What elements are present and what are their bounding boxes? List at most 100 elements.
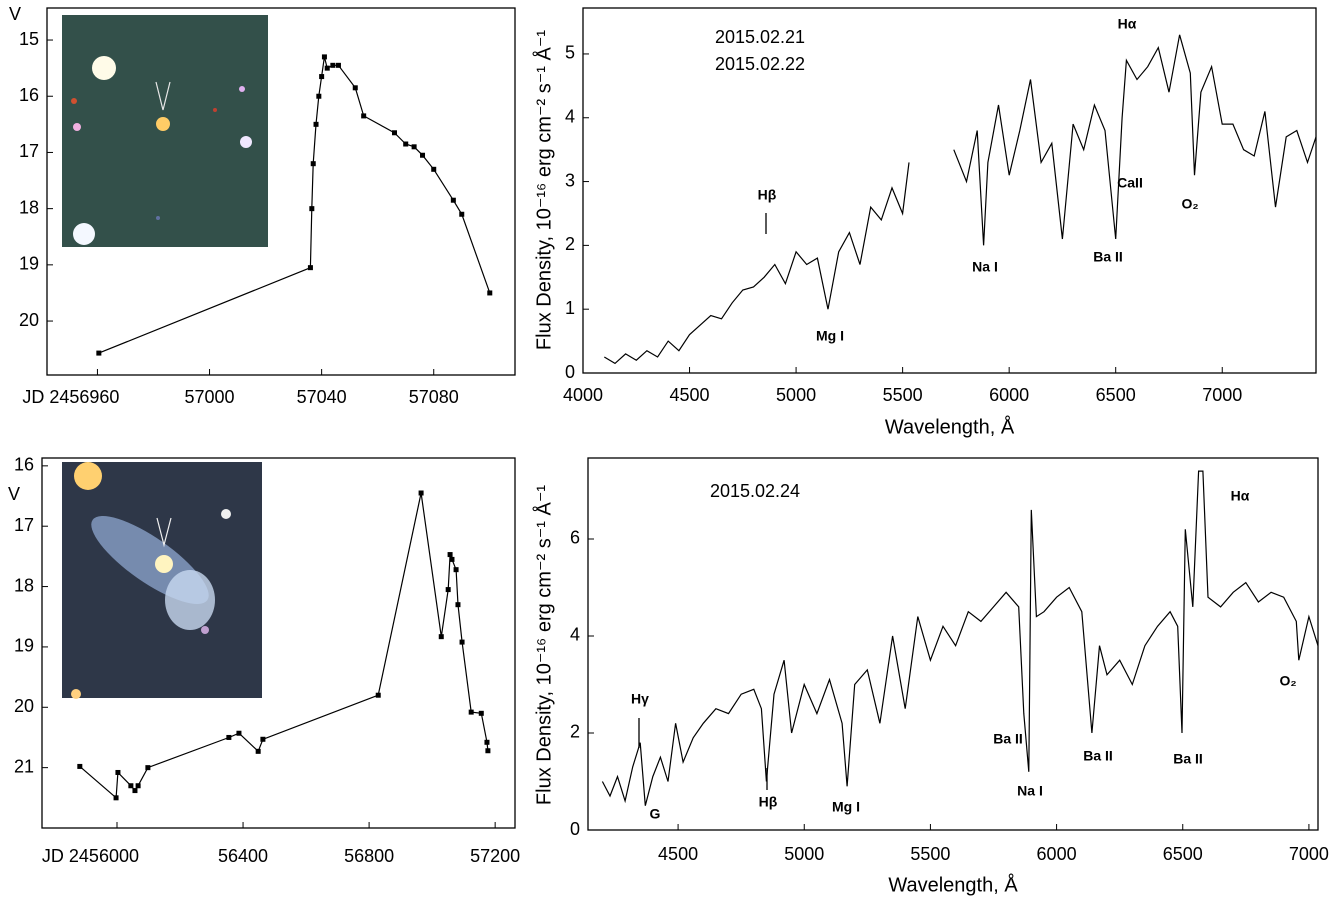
data-point [375,692,381,698]
data-point [468,709,474,715]
data-point [453,567,459,573]
data-point [487,290,493,296]
x-tick-label: 5500 [883,385,923,405]
plot-frame [582,7,1317,374]
y-tick-label: 2 [570,722,580,742]
x-tick-label: 7000 [1289,844,1329,864]
y-tick-label: 4 [565,107,575,127]
x-axis-label: Wavelength, Å [885,415,1015,438]
x-tick-label: 4500 [670,385,710,405]
annotation: 2015.02.21 [715,27,805,47]
data-point [361,113,367,119]
annotation: Ba II [993,731,1023,747]
data-point [77,763,83,769]
plot-frame [587,457,1319,831]
x-tick-label: 5500 [910,844,950,864]
data-point [478,710,484,716]
data-point [449,556,455,562]
data-point [485,748,491,754]
data-line [603,34,1317,365]
data-line [601,470,1319,806]
data-point [135,783,141,789]
inset-image [62,462,262,699]
data-point [403,141,409,147]
data-point [236,730,242,736]
x-tick-label: 6500 [1163,844,1203,864]
x-tick-label: JD 2456000 [42,846,139,866]
plot-frame [46,7,516,376]
y-tick-label: 4 [570,625,580,645]
data-point [96,350,102,356]
y-tick-label: 21 [14,756,34,776]
plot-frame [41,457,516,829]
data-point [418,490,424,496]
y-tick-label: 15 [19,29,39,49]
data-point [113,795,119,801]
annotation: Hγ [631,691,649,707]
y-tick-label: 20 [19,310,39,330]
data-point [115,769,121,775]
y-tick-label: 3 [565,170,575,190]
annotation: Hα [1231,488,1250,504]
data-point [431,166,437,172]
x-tick-label: 7000 [1202,385,1242,405]
annotation: Ba II [1173,751,1203,767]
data-point [226,734,232,740]
x-tick-label: 5000 [776,385,816,405]
annotation: Ba II [1093,249,1123,265]
data-point [330,62,336,68]
data-point [313,121,319,127]
data-point [132,788,138,794]
annotation: Hβ [758,187,777,203]
data-point [145,765,151,771]
data-point [307,265,313,271]
x-tick-label: 6500 [1096,385,1136,405]
data-point [128,783,134,789]
y-tick-label: 17 [19,141,39,161]
data-point [450,197,456,203]
data-point [321,54,327,60]
data-point [484,739,490,745]
x-tick-label: JD 2456960 [22,387,119,407]
x-tick-label: 56800 [344,846,394,866]
data-point [309,206,315,212]
x-tick-label: 57200 [470,846,520,866]
data-point [445,587,451,593]
data-point [255,748,261,754]
y-tick-label: 5 [565,43,575,63]
annotation: O₂ [1181,196,1198,212]
data-point [319,74,325,80]
annotation: 2015.02.22 [715,54,805,74]
annotation: Na I [972,259,998,275]
data-point [316,93,322,99]
y-tick-label: 16 [14,455,34,475]
y-tick-label: 20 [14,696,34,716]
annotation: Hα [1118,16,1137,32]
annotation: Ba II [1083,748,1113,764]
inset-image [62,15,268,247]
data-point [391,130,397,136]
y-tick-label: 6 [570,528,580,548]
annotation: Mg I [832,799,860,815]
data-point [310,161,316,167]
data-point [438,634,444,640]
x-tick-label: 6000 [989,385,1029,405]
x-tick-label: 6000 [1037,844,1077,864]
x-tick-label: 56400 [218,846,268,866]
data-point [324,65,330,71]
annotation: Mg I [816,328,844,344]
data-point [411,144,417,150]
y-tick-label: 19 [14,636,34,656]
x-tick-label: 57000 [185,387,235,407]
data-point [459,211,465,217]
x-tick-label: 57080 [409,387,459,407]
x-tick-label: 4500 [658,844,698,864]
y-axis-label: Flux Density, 10⁻¹⁶ erg cm⁻² s⁻¹ Å⁻¹ [532,30,555,350]
y-tick-label: 18 [19,197,39,217]
data-point [335,62,341,68]
y-axis-label: Flux Density, 10⁻¹⁶ erg cm⁻² s⁻¹ Å⁻¹ [532,485,555,805]
y-axis-label: V [8,484,20,504]
data-point [459,639,465,645]
